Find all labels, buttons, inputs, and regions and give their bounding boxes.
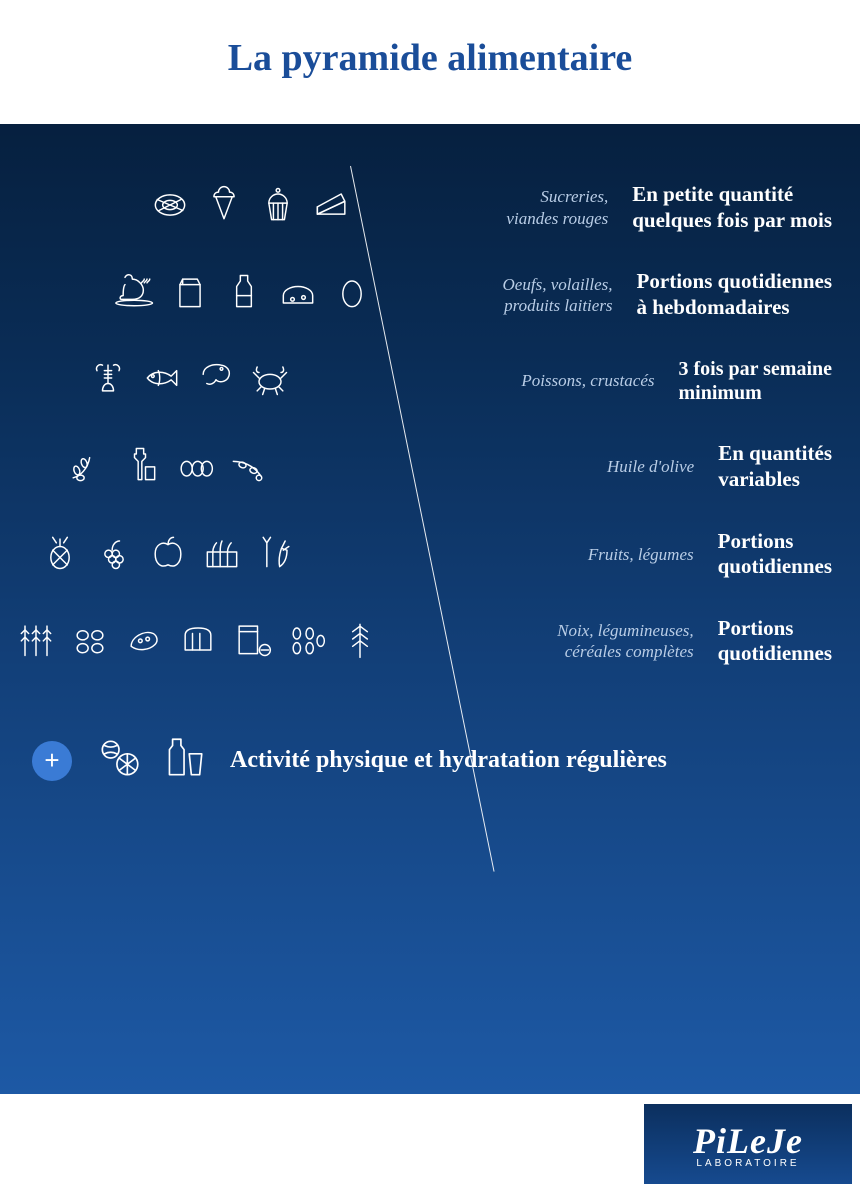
- milk-carton-icon: [168, 270, 212, 319]
- level-icons: [86, 356, 292, 405]
- level-icons: [148, 183, 354, 232]
- brand-logo-text: PiLeJe: [693, 1120, 803, 1162]
- nuts-icon: [68, 617, 112, 666]
- pyramid-level: Oeufs, volailles,produits laitiers Portio…: [28, 251, 832, 338]
- level-icons: [64, 443, 270, 492]
- level-labels: Huile d'olive En quantitésvariables: [607, 441, 832, 492]
- level-labels: Oeufs, volailles,produits laitiers Portio…: [503, 269, 832, 320]
- pyramid-level: Huile d'olive En quantitésvariables: [28, 423, 832, 510]
- cake-slice-icon: [310, 183, 354, 232]
- grapes-icon: [92, 530, 136, 579]
- level-labels: Noix, légumineuses,céréales complètes Por…: [557, 616, 832, 667]
- pyramid-level: Noix, légumineuses,céréales complètes Por…: [28, 598, 832, 685]
- shrimp-icon: [194, 356, 238, 405]
- level-recommendation: Portionsquotidiennes: [718, 616, 832, 667]
- pyramid-levels: Sucreries,viandes rouges En petite quanti…: [28, 164, 832, 685]
- level-category: Oeufs, volailles,produits laitiers: [503, 274, 613, 317]
- pyramid-level: Fruits, légumes Portionsquotidiennes: [28, 511, 832, 598]
- level-recommendation: 3 fois par semaineminimum: [678, 357, 832, 406]
- level-category: Sucreries,viandes rouges: [506, 186, 608, 229]
- sports-balls-icon: [94, 733, 144, 788]
- level-icons: [114, 270, 374, 319]
- level-category: Poissons, crustacés: [521, 370, 654, 391]
- base-icons: [94, 733, 208, 788]
- seeds-icon: [284, 617, 328, 666]
- page-footer: PiLeJe LABORATOIRE: [0, 1094, 860, 1190]
- olive-branch2-icon: [226, 443, 270, 492]
- page-title: La pyramide alimentaire: [0, 36, 860, 80]
- water-bottle-glass-icon: [158, 733, 208, 788]
- level-recommendation: Portionsquotidiennes: [718, 529, 832, 580]
- level-recommendation: En quantitésvariables: [718, 441, 832, 492]
- cupcake-icon: [256, 183, 300, 232]
- leek-carrot-icon: [254, 530, 298, 579]
- pyramid-level: Sucreries,viandes rouges En petite quanti…: [28, 164, 832, 251]
- cheese-icon: [276, 270, 320, 319]
- level-category: Noix, légumineuses,céréales complètes: [557, 620, 693, 663]
- veg-crate-icon: [200, 530, 244, 579]
- steak-icon: [148, 183, 192, 232]
- page-header: La pyramide alimentaire: [0, 0, 860, 124]
- level-category: Huile d'olive: [607, 456, 694, 477]
- cereal-box-icon: [230, 617, 274, 666]
- level-icons: [14, 617, 382, 666]
- icecream-icon: [202, 183, 246, 232]
- milk-bottle-icon: [222, 270, 266, 319]
- fish-icon: [140, 356, 184, 405]
- chicken-icon: [114, 270, 158, 319]
- pyramid-panel: Sucreries,viandes rouges En petite quanti…: [0, 124, 860, 1094]
- egg-icon: [330, 270, 374, 319]
- pineapple-icon: [38, 530, 82, 579]
- beans-icon: [122, 617, 166, 666]
- base-text: Activité physique et hydratation réguliè…: [230, 747, 667, 774]
- level-labels: Sucreries,viandes rouges En petite quanti…: [506, 182, 832, 233]
- wheat2-icon: [338, 617, 382, 666]
- oil-bottle-icon: [118, 443, 162, 492]
- pyramid-level: Poissons, crustacés 3 fois par semainemin…: [28, 338, 832, 423]
- plus-badge: +: [32, 741, 72, 781]
- level-icons: [38, 530, 298, 579]
- olive-branch-icon: [64, 443, 108, 492]
- bread-icon: [176, 617, 220, 666]
- wheat-icon: [14, 617, 58, 666]
- olives-icon: [172, 443, 216, 492]
- level-recommendation: En petite quantitéquelques fois par mois: [632, 182, 832, 233]
- apple-icon: [146, 530, 190, 579]
- brand-logo-subline: LABORATOIRE: [696, 1158, 799, 1169]
- level-labels: Poissons, crustacés 3 fois par semainemin…: [521, 357, 832, 406]
- pyramid-base-row: + Activité physique et hydratation régul…: [28, 733, 832, 788]
- level-category: Fruits, légumes: [588, 544, 694, 565]
- lobster-icon: [86, 356, 130, 405]
- level-labels: Fruits, légumes Portionsquotidiennes: [588, 529, 832, 580]
- level-recommendation: Portions quotidiennesà hebdomadaires: [637, 269, 832, 320]
- crab-icon: [248, 356, 292, 405]
- brand-logo: PiLeJe LABORATOIRE: [644, 1104, 852, 1184]
